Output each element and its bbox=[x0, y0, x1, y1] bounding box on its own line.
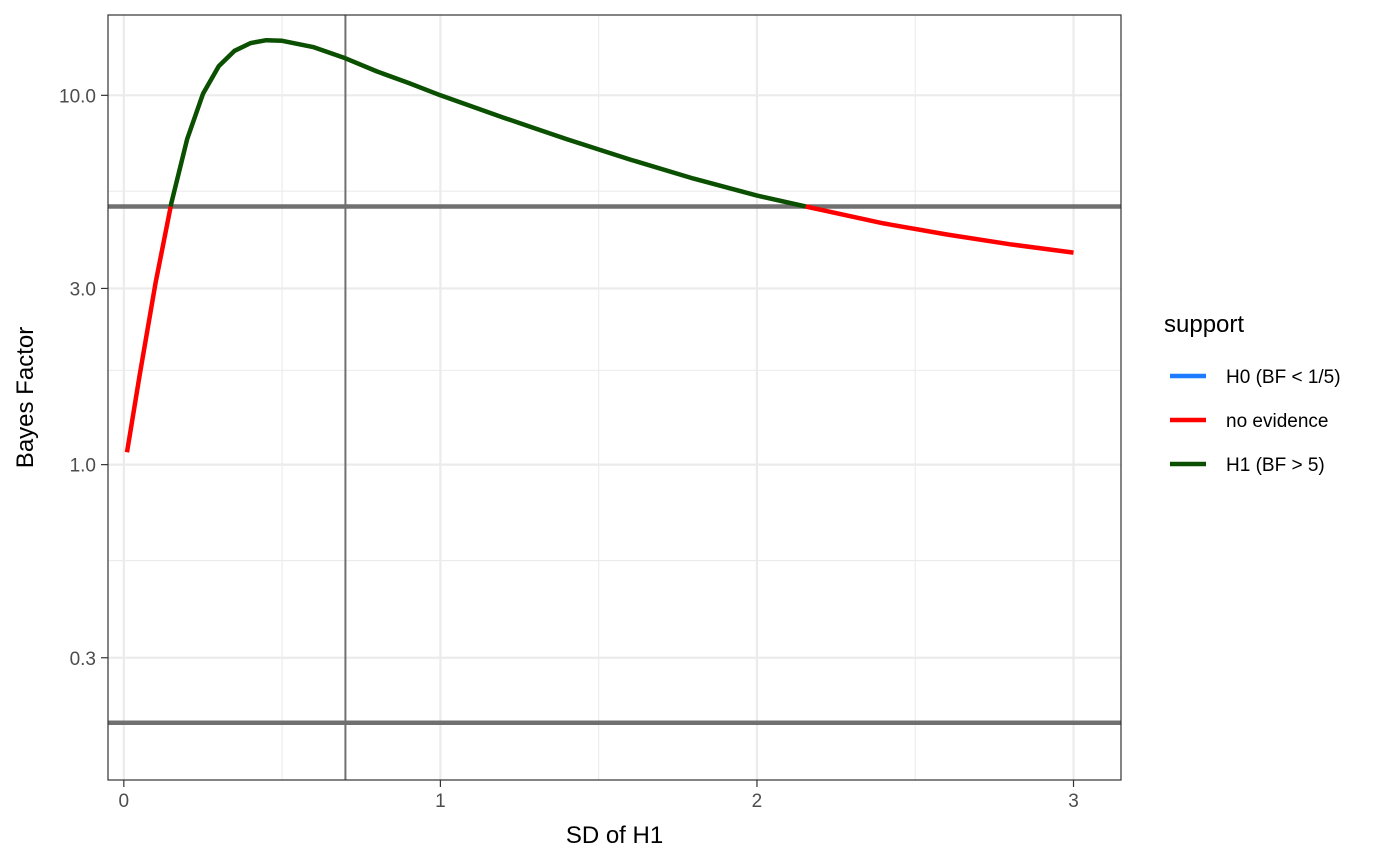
legend-label: H0 (BF < 1/5) bbox=[1226, 367, 1341, 388]
minor-gridlines bbox=[108, 15, 1121, 780]
legend-label: H1 (BF > 5) bbox=[1226, 455, 1325, 476]
reference-lines bbox=[108, 15, 1121, 780]
series-segment-h1 bbox=[168, 37, 807, 209]
series-segment-no-evidence bbox=[124, 206, 173, 453]
panel-border bbox=[107, 14, 1122, 781]
y-tick-label: 3.0 bbox=[70, 279, 96, 300]
y-axis-title: Bayes Factor bbox=[12, 327, 39, 468]
x-tick-label: 2 bbox=[752, 791, 763, 812]
x-axis-title: SD of H1 bbox=[566, 822, 663, 849]
legend-label: no evidence bbox=[1226, 411, 1328, 432]
y-tick-label: 0.3 bbox=[70, 649, 96, 670]
legend-title: support bbox=[1164, 311, 1244, 338]
x-axis: 0 1 2 3 bbox=[119, 780, 1079, 812]
y-tick-label: 1.0 bbox=[70, 456, 96, 477]
major-gridlines bbox=[108, 15, 1121, 780]
y-tick-label: 10.0 bbox=[59, 86, 96, 107]
legend: support H0 (BF < 1/5) no evidence H1 (BF >… bbox=[1164, 311, 1341, 476]
y-axis: 0.3 1.0 3.0 10.0 bbox=[59, 86, 108, 670]
x-tick-label: 3 bbox=[1068, 791, 1079, 812]
x-tick-label: 1 bbox=[435, 791, 446, 812]
bayes-factor-curve bbox=[124, 37, 1074, 453]
x-tick-label: 0 bbox=[119, 791, 130, 812]
series-segment-no-evidence bbox=[805, 204, 1074, 255]
